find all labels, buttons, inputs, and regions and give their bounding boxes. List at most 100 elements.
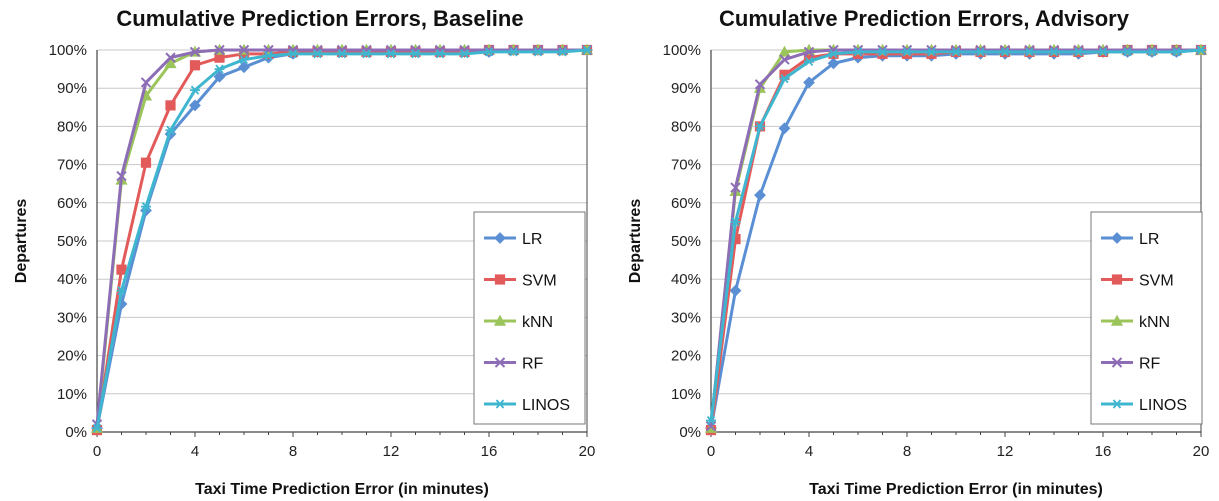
legend-marker: [1112, 399, 1122, 409]
data-point-knn: [164, 57, 177, 69]
data-point-linos: [706, 415, 716, 426]
legend-label: SVM: [1139, 273, 1174, 290]
legend-item-linos: LINOS: [484, 397, 570, 414]
data-point-rf: [214, 44, 225, 56]
legend: LR SVM kNN RF LINOS: [1090, 211, 1203, 425]
data-point-knn: [778, 45, 791, 57]
data-point-lr: [827, 57, 840, 70]
data-point-linos: [853, 47, 863, 57]
y-tick-label: 10%: [57, 386, 87, 403]
data-point-linos: [755, 121, 765, 131]
data-point-linos: [214, 64, 225, 74]
data-point-linos: [190, 85, 200, 95]
y-tick-label: 50%: [57, 233, 87, 250]
data-point-linos: [828, 49, 839, 59]
legend-item-svm: SVM: [484, 273, 557, 290]
x-tick-label: 20: [579, 443, 596, 460]
legend-label: LINOS: [1139, 397, 1187, 414]
x-axis-label: Taxi Time Prediction Error (in minutes): [195, 481, 489, 498]
data-point-lr: [238, 61, 250, 74]
y-tick-label: 30%: [57, 309, 87, 326]
legend-marker: [494, 357, 506, 368]
data-point-linos: [1147, 47, 1157, 57]
data-point-rf: [116, 170, 127, 182]
y-tick-label: 40%: [671, 271, 701, 288]
data-point-svm: [189, 60, 201, 71]
legend-label: kNN: [522, 314, 553, 331]
data-point-lr: [729, 284, 742, 297]
data-point-linos: [312, 49, 323, 59]
data-point-linos: [730, 217, 741, 227]
legend: LR SVM kNN RF LINOS: [473, 211, 586, 425]
data-point-lr: [189, 99, 201, 112]
x-tick-label: 4: [191, 443, 199, 460]
data-point-rf: [140, 77, 152, 88]
x-tick-label: 4: [805, 443, 813, 460]
y-tick-label: 80%: [57, 118, 87, 135]
legend-box: [473, 211, 586, 425]
data-point-linos: [1196, 45, 1206, 55]
data-point-linos: [582, 45, 592, 55]
y-tick-label: 60%: [671, 195, 701, 212]
data-point-rf: [803, 46, 815, 58]
series-rf: [91, 44, 593, 430]
legend-marker: [494, 232, 506, 244]
data-point-linos: [386, 49, 396, 59]
data-point-linos: [410, 49, 421, 59]
data-point-linos: [165, 125, 176, 135]
y-tick-label: 60%: [57, 195, 87, 212]
data-point-linos: [484, 47, 494, 57]
data-point-linos: [508, 47, 519, 57]
y-tick-label: 40%: [57, 271, 87, 288]
data-point-linos: [902, 47, 912, 57]
data-point-lr: [803, 76, 815, 89]
data-point-linos: [1049, 47, 1059, 57]
data-point-linos: [1171, 47, 1182, 57]
data-point-linos: [557, 47, 568, 57]
legend-marker: [495, 399, 505, 409]
data-point-linos: [533, 47, 543, 57]
legend-item-knn: kNN: [1101, 314, 1170, 331]
legend-marker: [493, 314, 507, 326]
x-tick-label: 12: [383, 443, 400, 460]
x-tick-label: 16: [481, 443, 498, 460]
data-point-linos: [1073, 47, 1084, 57]
data-point-linos: [1024, 47, 1035, 57]
y-tick-label: 90%: [671, 80, 701, 97]
y-tick-label: 70%: [671, 157, 701, 174]
x-axis-label: Taxi Time Prediction Error (in minutes): [809, 481, 1103, 498]
data-point-svm: [165, 100, 176, 111]
data-point-rf: [754, 79, 766, 90]
data-point-linos: [92, 423, 102, 433]
y-tick-label: 20%: [671, 348, 701, 365]
y-axis-label: Departures: [13, 199, 30, 284]
legend-item-knn: kNN: [484, 314, 553, 331]
x-tick-label: 20: [1193, 443, 1210, 460]
x-tick-label: 12: [997, 443, 1014, 460]
chart-title: Cumulative Prediction Errors, Advisory: [719, 6, 1130, 31]
data-point-svm: [116, 264, 127, 275]
data-point-linos: [239, 54, 249, 65]
legend-item-linos: LINOS: [1101, 397, 1187, 414]
data-point-linos: [926, 47, 937, 57]
legend-item-rf: RF: [1101, 356, 1161, 373]
x-tick-label: 8: [903, 443, 911, 460]
y-tick-label: 100%: [663, 42, 701, 59]
data-point-lr: [754, 189, 766, 202]
legend-label: RF: [522, 356, 544, 373]
x-tick-label: 8: [289, 443, 297, 460]
y-tick-label: 70%: [57, 157, 87, 174]
y-tick-label: 50%: [671, 233, 701, 250]
legend-box: [1090, 211, 1203, 425]
legend-marker: [1111, 232, 1123, 244]
legend-marker: [1111, 274, 1123, 285]
series-linos: [92, 45, 592, 433]
legend-label: kNN: [1139, 314, 1170, 331]
y-tick-label: 10%: [671, 386, 701, 403]
legend-item-lr: LR: [1101, 231, 1159, 248]
data-point-linos: [1098, 47, 1108, 57]
legend-item-rf: RF: [484, 356, 544, 373]
legend-label: LR: [1139, 231, 1159, 248]
data-point-linos: [975, 47, 986, 57]
